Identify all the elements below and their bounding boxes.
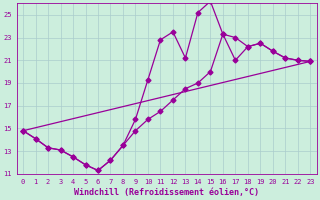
X-axis label: Windchill (Refroidissement éolien,°C): Windchill (Refroidissement éolien,°C) bbox=[74, 188, 259, 197]
